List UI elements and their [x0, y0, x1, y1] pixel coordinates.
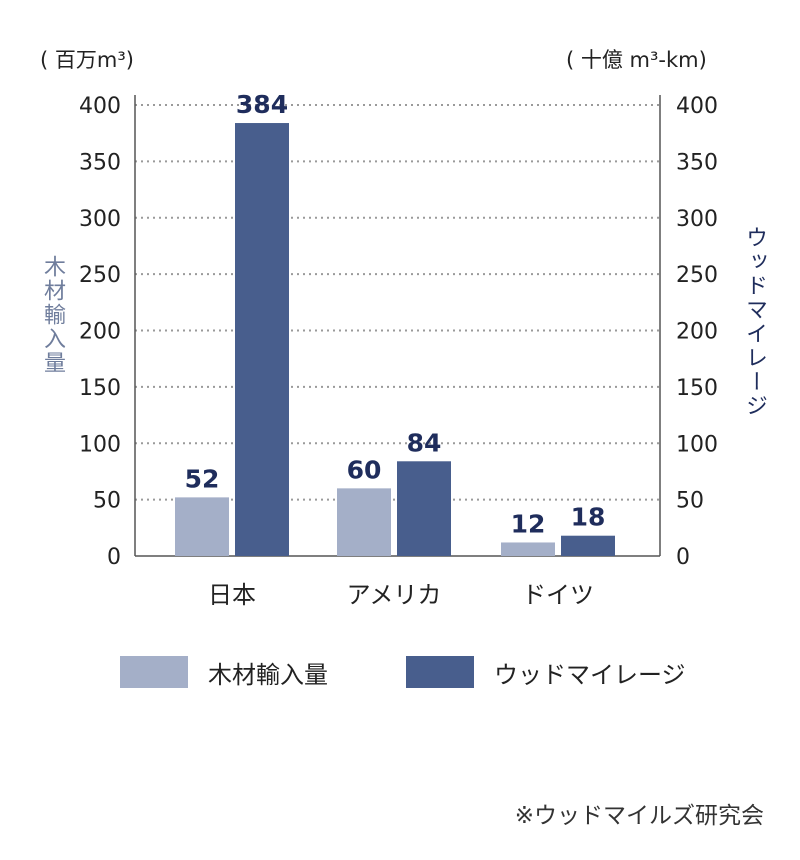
y-tick-label-right: 150	[676, 376, 718, 401]
y-tick-label-right: 350	[676, 150, 718, 175]
data-label: 384	[236, 90, 288, 119]
legend-label-wood-import: 木材輸入量	[208, 660, 328, 689]
y-tick-label-right: 250	[676, 263, 718, 288]
y-tick-label-left: 400	[79, 94, 121, 119]
bar-wood-mileage	[561, 535, 615, 556]
bar-wood-import	[501, 542, 555, 556]
legend-item-wood-import: 木材輸入量	[120, 655, 328, 689]
bar-wood-import	[337, 488, 391, 556]
data-label: 12	[511, 509, 546, 538]
y-tick-label-right: 300	[676, 207, 718, 232]
y-tick-label-left: 250	[79, 263, 121, 288]
bar-wood-mileage	[235, 123, 289, 556]
y-tick-label-left: 0	[107, 545, 121, 570]
x-category-label: ドイツ	[522, 581, 594, 609]
y-tick-label-right: 50	[676, 489, 704, 514]
y-tick-label-left: 100	[79, 432, 121, 457]
y-tick-label-right: 200	[676, 320, 718, 345]
bar-wood-import	[175, 497, 229, 556]
data-label: 84	[407, 428, 442, 457]
y-tick-label-right: 400	[676, 94, 718, 119]
left-axis-unit: ( 百万m³)	[40, 48, 134, 72]
y-tick-label-right: 100	[676, 432, 718, 457]
y-tick-label-right: 0	[676, 545, 690, 570]
right-axis-label: ウッドマイレージ	[742, 226, 767, 418]
legend-label-wood-mileage: ウッドマイレージ	[494, 660, 686, 689]
x-category-label: 日本	[208, 581, 256, 609]
bar-wood-mileage	[397, 461, 451, 556]
y-tick-label-left: 150	[79, 376, 121, 401]
data-label: 52	[185, 464, 220, 493]
y-tick-label-left: 300	[79, 207, 121, 232]
left-axis-label: 木材輸入量	[40, 255, 65, 375]
data-label: 18	[571, 503, 606, 532]
legend-swatch-wood-import	[120, 656, 188, 688]
x-category-label: アメリカ	[347, 581, 442, 609]
legend-item-wood-mileage: ウッドマイレージ	[406, 655, 686, 689]
legend-swatch-wood-mileage	[406, 656, 474, 688]
right-axis-unit: ( 十億 m³-km)	[566, 48, 707, 72]
y-tick-label-left: 350	[79, 150, 121, 175]
y-tick-label-left: 200	[79, 320, 121, 345]
y-tick-label-left: 50	[93, 489, 121, 514]
source-note: ※ウッドマイルズ研究会	[514, 803, 764, 829]
data-label: 60	[347, 455, 382, 484]
